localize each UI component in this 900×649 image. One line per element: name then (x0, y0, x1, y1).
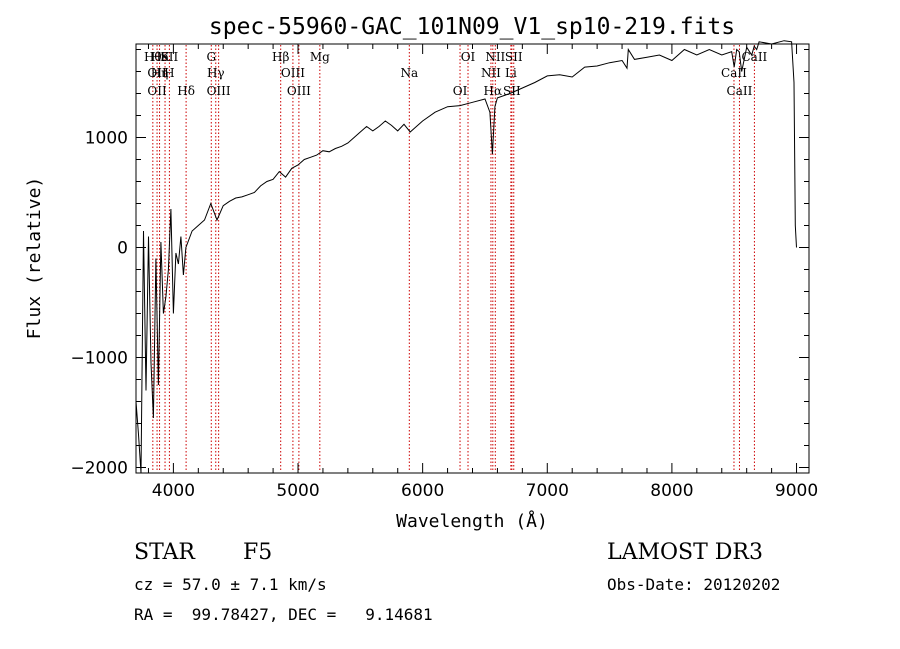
x-tick-label: 4000 (152, 481, 195, 501)
y-tick-label: 0 (117, 239, 128, 259)
line-label: Hδ (177, 84, 195, 98)
line-label: OIII (287, 84, 311, 98)
line-label: SII (503, 84, 521, 98)
line-label: OII (147, 84, 167, 98)
line-label: CaII (741, 50, 767, 64)
chart-title: spec-55960-GAC_101N09_V1_sp10-219.fits (209, 14, 735, 40)
y-tick-label: 1000 (85, 129, 128, 149)
x-axis-ticks: 4000 5000 6000 7000 8000 9000 (147, 44, 818, 501)
plot-frame (135, 43, 810, 474)
series-spectrum (135, 40, 797, 474)
y-tick-label: −1000 (70, 349, 128, 369)
line-label: Mg (310, 50, 330, 64)
x-tick-label: 8000 (650, 481, 693, 501)
emission-line-labels: HθOIIOIIHeHηKSIIHHδGHγOIIIHβOIIIOIIIMgNa… (144, 50, 768, 98)
line-label: OI (461, 50, 476, 64)
x-tick-label: 9000 (775, 481, 818, 501)
survey-name: LAMOST DR3 (607, 540, 763, 565)
line-label: Hα (484, 84, 503, 98)
plot-area: HθOIIOIIHeHηKSIIHHδGHγOIIIHβOIIIOIIIMgNa… (70, 40, 818, 501)
line-label: OIII (281, 66, 305, 80)
line-label: SII (161, 50, 179, 64)
emission-line-markers (152, 45, 755, 472)
line-label: OII (147, 66, 167, 80)
line-label: Hη (151, 66, 169, 80)
line-label: K (161, 50, 171, 64)
subclass: F5 (243, 540, 272, 565)
line-label: G (206, 50, 216, 64)
y-tick-label: −2000 (70, 459, 128, 479)
y-axis-ticks: −2000 −1000 0 1000 (70, 49, 809, 479)
info-panel: STAR F5 LAMOST DR3 cz = 57.0 ± 7.1 km/s … (134, 540, 780, 624)
line-label: Hγ (207, 66, 225, 80)
x-tick-label: 7000 (526, 481, 569, 501)
line-label: NII (481, 66, 501, 80)
line-label: He (151, 50, 169, 64)
line-label: OIII (207, 84, 231, 98)
line-label: H (164, 66, 174, 80)
redshift-cz: cz = 57.0 ± 7.1 km/s (134, 575, 327, 594)
coordinates: RA = 99.78427, DEC = 9.14681 (134, 605, 433, 624)
line-label: Hβ (272, 50, 289, 64)
line-label: CaII (727, 84, 753, 98)
line-label: CaII (721, 66, 747, 80)
line-label: Hθ (144, 50, 162, 64)
object-class: STAR (134, 540, 196, 565)
y-axis-label: Flux (relative) (24, 177, 45, 340)
line-label: Li (505, 66, 517, 80)
line-label: Na (400, 66, 418, 80)
x-axis-label: Wavelength (Å) (396, 510, 548, 532)
line-label: SII (505, 50, 523, 64)
x-tick-label: 6000 (401, 481, 444, 501)
line-label: OI (453, 84, 468, 98)
line-label: NII (485, 50, 505, 64)
x-tick-label: 5000 (276, 481, 319, 501)
obs-date: Obs-Date: 20120202 (607, 575, 780, 594)
